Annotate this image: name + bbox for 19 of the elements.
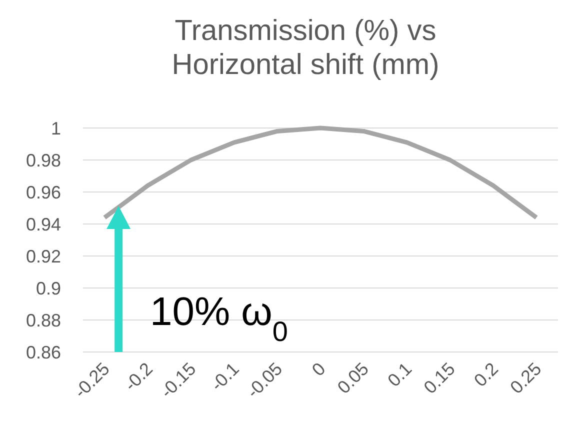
y-tick-label: 0.94 (26, 214, 61, 234)
y-tick-label: 0.9 (36, 278, 61, 298)
x-tick-label: 0.1 (384, 358, 416, 391)
y-tick-label: 0.86 (26, 342, 61, 362)
x-tick-label: 0.05 (334, 358, 373, 398)
chart-title: Transmission (%) vs Horizontal shift (mm) (172, 15, 440, 81)
x-tick-label: 0.15 (420, 358, 459, 398)
annotation: 10% ω$_{0}$ (150, 290, 288, 346)
x-tick-label: -0.2 (120, 358, 157, 395)
y-tick-label: 0.88 (26, 310, 61, 330)
line-series (102, 126, 539, 220)
y-tick-label: 0.98 (26, 150, 61, 170)
x-tick-label: 0 (308, 358, 330, 380)
y-tick-label: 0.96 (26, 182, 61, 202)
y-tick-label: 1 (50, 118, 61, 138)
y-tick-label: 0.92 (26, 246, 61, 266)
x-tick-label: -0.1 (206, 358, 243, 395)
x-tick-label: 0.2 (470, 358, 502, 391)
x-tick-label: 0.25 (506, 358, 546, 398)
